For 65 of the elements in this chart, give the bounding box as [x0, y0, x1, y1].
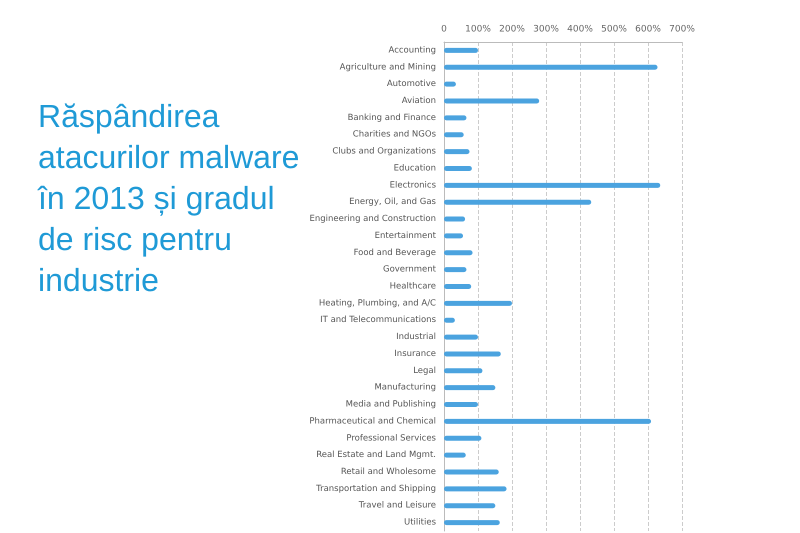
bar: [444, 200, 592, 205]
bar: [444, 334, 478, 340]
y-tick-label: Insurance: [394, 348, 436, 359]
bar: [444, 452, 466, 458]
x-tick-label: 0: [441, 24, 448, 34]
y-tick-label: Charities and NGOs: [352, 130, 437, 140]
bar: [444, 98, 540, 104]
bar: [444, 503, 496, 508]
y-tick-label: Retail and Wholesome: [340, 466, 436, 477]
y-tick-label: Aviation: [402, 96, 436, 106]
y-tick-label: Heating, Plumbing, and A/C: [318, 298, 436, 308]
bar: [444, 402, 478, 408]
text: Răspândirea atacurilor malware în 2013 și gradul de risc pentru industrie: [38, 97, 300, 300]
y-tick-label: Manufacturing: [374, 382, 436, 393]
y-tick-label: Accounting: [388, 45, 436, 56]
bar: [444, 182, 660, 188]
y-tick-label: Legal: [413, 366, 436, 376]
y-tick-label: Energy, Oil, and Gas: [349, 197, 437, 208]
bar: [444, 284, 472, 289]
y-tick-label: Agriculture and Mining: [340, 62, 436, 72]
bar: [444, 351, 501, 356]
bar: [444, 233, 464, 238]
bar: [444, 267, 466, 272]
bar: [444, 486, 507, 492]
y-tick-label: IT and Telecommunications: [320, 315, 437, 326]
y-tick-label: Clubs and Organizations: [332, 146, 437, 157]
bar: [444, 48, 478, 53]
bar: [444, 469, 499, 474]
y-tick-label: Entertainment: [374, 230, 437, 241]
x-tick-label: 400%: [567, 24, 594, 34]
y-tick-label: Healthcare: [390, 282, 436, 292]
x-tick-label: 100%: [465, 24, 492, 34]
y-tick-label: Media and Publishing: [346, 400, 436, 410]
bar: [444, 166, 472, 171]
bar: [444, 64, 658, 70]
bar: [444, 418, 652, 424]
y-tick-label: Food and Beverage: [354, 248, 436, 258]
x-tick-label: 300%: [533, 24, 560, 34]
bar: [444, 520, 500, 526]
y-tick-label: Government: [382, 264, 437, 275]
x-tick-label: 200%: [499, 24, 526, 34]
bar: [444, 149, 470, 154]
bar: [444, 250, 473, 256]
y-tick-label: Transportation and Shipping: [315, 484, 436, 494]
y-tick-label: Engineering and Construction: [309, 214, 436, 224]
bar: [444, 300, 512, 306]
y-tick-label: Real Estate and Land Mgmt.: [316, 450, 436, 460]
y-tick-label: Automotive: [386, 79, 436, 90]
y-tick-label: Pharmaceutical and Chemical: [309, 416, 436, 426]
bar: [444, 368, 482, 374]
y-tick-label: Utilities: [404, 518, 437, 528]
bar: [444, 115, 466, 120]
y-tick-label: Banking and Finance: [348, 112, 436, 123]
y-tick-label: Electronics: [390, 180, 437, 190]
y-tick-label: Education: [394, 163, 436, 174]
bar: [444, 132, 464, 138]
x-tick-label: 600%: [635, 24, 662, 34]
y-tick-label: Industrial: [396, 332, 436, 342]
x-tick-label: 700%: [669, 24, 696, 34]
bar: [444, 385, 496, 390]
x-tick-label: 500%: [601, 24, 628, 34]
bar: [444, 436, 482, 441]
bar: [444, 216, 466, 222]
y-tick-label: Professional Services: [346, 433, 437, 444]
y-tick-label: Travel and Leisure: [358, 500, 436, 511]
